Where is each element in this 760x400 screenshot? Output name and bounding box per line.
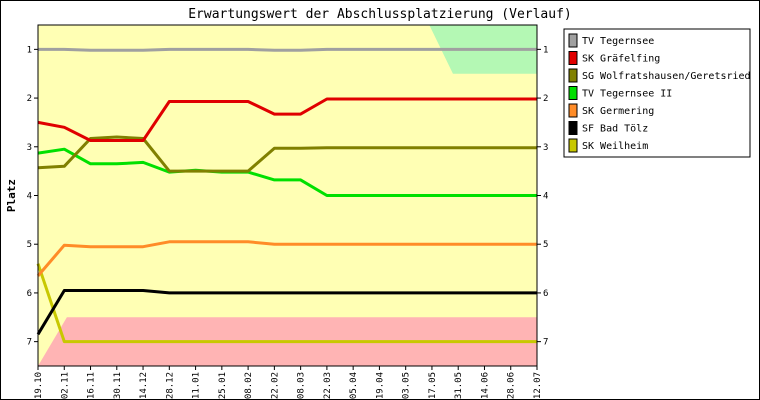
y-tick-label: 1 [543,45,548,55]
y-tick-label: 6 [27,289,32,299]
x-tick-label: 30.11 [113,372,123,399]
series-line [37,135,537,173]
y-tick-label: 6 [543,289,548,299]
y-tick-label: 2 [543,94,548,104]
x-tick-label: 02.11 [60,372,70,399]
background-zones [38,25,537,366]
legend-swatch [568,51,578,65]
y-tick-label: 1 [27,45,32,55]
x-tick-label: 28.12 [165,372,175,399]
x-tick-label: 22.03 [323,372,333,399]
x-tick-label: 19.10 [34,372,44,399]
axis-ticks [34,48,541,370]
series-line [36,289,537,336]
x-tick-label: 22.02 [270,372,280,399]
x-tick-label: 28.06 [507,372,517,399]
legend-entry: TV Tegernsee [582,36,654,47]
series-line [36,263,537,344]
legend-swatch [568,33,578,48]
x-tick-label: 17.05 [428,372,438,399]
x-tick-label: 05.04 [349,372,359,399]
series-lines [36,47,537,344]
x-tick-label: 14.12 [139,372,149,399]
legend-box [563,28,751,158]
y-tick-label: 2 [27,94,32,104]
legend-swatch [568,86,578,100]
x-tick-label: 03.05 [402,372,412,399]
x-tick-label: 12.07 [533,372,543,399]
x-tick-labels: 19.10 02.11 16.11 30.11 14.12 28.12 11.01 25.01… [34,372,543,399]
x-tick-label: 11.01 [192,372,202,399]
legend-swatch [568,138,578,153]
y-tick-label: 5 [543,240,548,250]
y-tick-label: 5 [27,240,32,250]
y-tick-label: 7 [543,338,548,348]
x-tick-label: 08.02 [244,372,254,399]
legend-swatch [568,68,578,83]
y-tick-labels-right: 1 2 3 4 5 6 7 [543,45,548,347]
plot-border [37,24,538,367]
legend-entry: SK Gräfelfing [582,54,660,65]
legend: TV Tegernsee SK Gräfelfing SG Wolfratshaus… [563,28,751,158]
x-tick-label: 19.04 [375,372,385,399]
y-tick-labels-left: 1 2 3 4 5 6 7 [27,45,32,347]
x-tick-label: 31.05 [454,372,464,399]
series-line [37,147,537,197]
x-tick-label: 08.03 [297,372,307,399]
y-tick-label: 4 [543,192,548,202]
legend-entry: SK Weilheim [582,141,648,152]
legend-entry: TV Tegernsee II [582,89,672,100]
series-line [38,47,537,52]
chart-title: Erwartungswert der Abschlussplatzierung … [188,7,572,22]
legend-swatch [568,103,578,118]
y-tick-label: 4 [27,192,32,202]
y-tick-label: 3 [543,143,548,153]
legend-entry: SG Wolfratshausen/Geretsried [582,71,751,82]
series-line [37,97,537,142]
legend-entry: SK Germering [582,106,654,117]
x-tick-label: 14.06 [480,372,490,399]
legend-swatch [568,121,578,135]
x-tick-label: 16.11 [87,372,97,399]
y-tick-label: 3 [27,143,32,153]
legend-entry: SF Bad Tölz [582,124,648,135]
y-tick-label: 7 [27,338,32,348]
x-tick-label: 25.01 [218,372,228,399]
y-axis-label: Platz [5,179,18,212]
series-line [36,240,537,277]
